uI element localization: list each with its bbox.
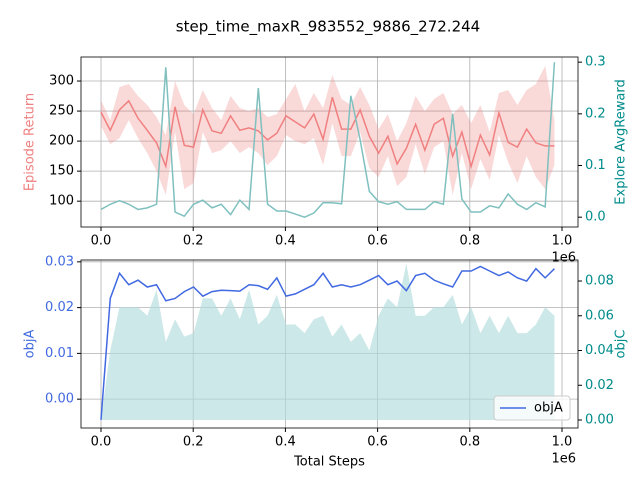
y-tick-label: 100 xyxy=(49,194,74,209)
legend-box xyxy=(493,395,571,421)
y-axis-label: Episode Return xyxy=(23,93,38,191)
x-axis-label: Total Steps xyxy=(293,455,365,470)
line xyxy=(100,62,556,218)
y2-tick-label: 0.3 xyxy=(585,55,606,70)
x-tick-label: 0.4 xyxy=(275,435,296,450)
y-tick-label: 150 xyxy=(49,164,74,179)
y2-axis-label: Explore AvgReward xyxy=(614,79,629,204)
x-offset-label: 1e6 xyxy=(551,251,576,266)
y2-tick-label: 0.0 xyxy=(585,210,606,225)
x-tick-label: 0.8 xyxy=(459,435,480,450)
y2-tick-label: 0.00 xyxy=(585,413,614,428)
x-offset-label: 1e6 xyxy=(551,452,576,467)
x-tick-label: 0.0 xyxy=(91,234,112,249)
x-tick-label: 1.0 xyxy=(552,435,573,450)
x-tick-label: 0.2 xyxy=(183,435,204,450)
x-tick-label: 0.8 xyxy=(459,234,480,249)
y-axis-label: objA xyxy=(23,330,38,359)
y2-tick-label: 0.2 xyxy=(585,106,606,121)
x-tick-label: 0.2 xyxy=(183,234,204,249)
x-tick-label: 0.6 xyxy=(367,234,388,249)
y-tick-label: 0.03 xyxy=(45,254,74,269)
line xyxy=(100,265,555,420)
plot-frame xyxy=(80,259,579,429)
y-tick-label: 200 xyxy=(49,134,74,149)
y2-tick-label: 0.1 xyxy=(585,158,606,173)
y-tick-label: 0.00 xyxy=(45,392,74,407)
plot-frame xyxy=(80,56,579,228)
x-tick-label: 1.0 xyxy=(552,234,573,249)
y-tick-label: 0.01 xyxy=(45,346,74,361)
area xyxy=(101,263,555,421)
x-tick-label: 0.0 xyxy=(91,435,112,450)
line xyxy=(100,97,555,170)
y-tick-label: 300 xyxy=(49,74,74,89)
figure-title: step_time_maxR_983552_9886_272.244 xyxy=(176,18,480,37)
y-tick-label: 250 xyxy=(49,104,74,119)
y2-axis-label: objC xyxy=(614,330,629,359)
y2-tick-label: 0.08 xyxy=(585,274,614,289)
y-tick-label: 0.02 xyxy=(45,300,74,315)
y2-tick-label: 0.04 xyxy=(585,343,614,358)
y2-tick-label: 0.06 xyxy=(585,308,614,323)
x-tick-label: 0.6 xyxy=(367,435,388,450)
legend-label: objA xyxy=(534,401,563,416)
error-band xyxy=(101,66,555,196)
y2-tick-label: 0.02 xyxy=(585,378,614,393)
x-tick-label: 0.4 xyxy=(275,234,296,249)
